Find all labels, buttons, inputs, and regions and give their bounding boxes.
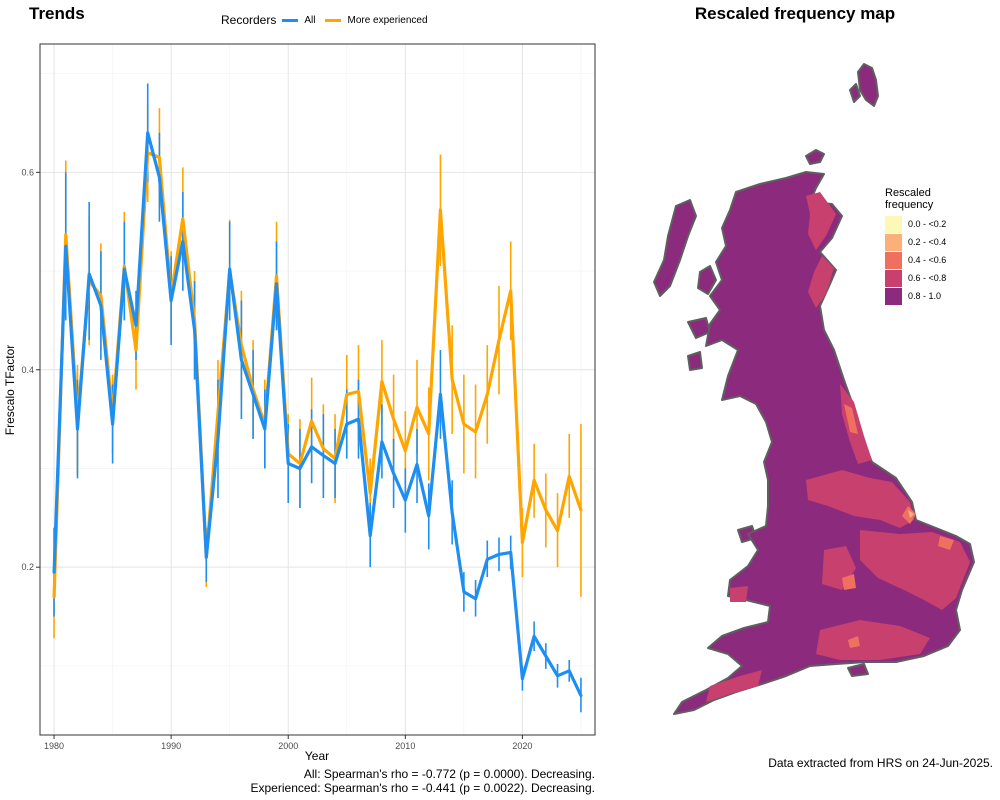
y-axis-label: Frescalo TFactor <box>3 345 17 435</box>
stats-experienced: Experienced: Spearman's rho = -0.441 (p … <box>250 781 596 795</box>
map-region-southwest <box>706 670 762 702</box>
legend-bin-label-4: 0.8 - 1.0 <box>908 291 942 301</box>
axis-ticks: 1980 1990 2000 2010 2020 0.2 0.4 0.6 <box>21 167 532 751</box>
legend-bin-label-0: 0.0 - <0.2 <box>908 219 947 229</box>
legend-label-experienced: More experienced <box>347 14 428 26</box>
legend-swatch-4 <box>885 287 902 305</box>
legend-swatch-2 <box>885 251 902 269</box>
trends-chart: 1980 1990 2000 2010 2020 0.2 0.4 0.6 Year Fresc… <box>3 43 596 763</box>
x-tick-label: 1990 <box>161 741 181 751</box>
y-tick-label: 0.2 <box>21 562 34 572</box>
map-region-spot-1 <box>842 574 856 590</box>
map-region-spot-3 <box>848 636 860 648</box>
map-skye <box>697 265 717 295</box>
legend-bin-4: 0.8 - 1.0 <box>885 287 975 305</box>
map-outer-hebrides <box>653 199 697 297</box>
legend-bin-label-3: 0.6 - <0.8 <box>908 273 947 283</box>
stats-all: All: Spearman's rho = -0.772 (p = 0.0000… <box>303 767 595 781</box>
series-lines <box>52 131 583 698</box>
map-region-norfolk-edge <box>938 536 954 550</box>
legend-title: Rescaled frequency <box>885 187 975 211</box>
map-region-east-england <box>860 530 970 610</box>
map-region-east-coast <box>840 384 872 464</box>
recorders-legend: Recorders All More experienced <box>221 12 438 28</box>
map-orkney <box>805 149 825 165</box>
plot-panel <box>40 44 595 735</box>
legend-bin-3: 0.6 - <0.8 <box>885 269 975 287</box>
map-region-south-england <box>816 620 930 660</box>
legend-bin-2: 0.4 - <0.6 <box>885 251 975 269</box>
legend-bin-label-1: 0.2 - <0.4 <box>908 237 947 247</box>
x-tick-label: 2020 <box>512 741 532 751</box>
legend-swatch-all <box>282 18 299 22</box>
map-shetland <box>857 63 879 107</box>
uk-frequency-map <box>653 63 975 715</box>
x-axis-label: Year <box>305 749 329 763</box>
trends-chart-title: Trends <box>29 4 85 23</box>
y-tick-label: 0.4 <box>21 365 34 375</box>
map-isle-of-wight <box>847 663 869 677</box>
map-region-wales-coast <box>730 586 748 602</box>
legend-item-all: All <box>282 15 315 26</box>
rescaled-frequency-legend: Rescaled frequency 0.0 - <0.2 0.2 - <0.4… <box>885 187 975 305</box>
map-region-coast-light <box>844 404 858 434</box>
map-shetland-south <box>849 83 861 103</box>
x-tick-label: 2010 <box>395 741 415 751</box>
legend-bin-0: 0.0 - <0.2 <box>885 215 975 233</box>
data-credit: Data extracted from HRS on 24-Jun-2025. <box>768 756 993 770</box>
y-tick-label: 0.6 <box>21 167 34 177</box>
legend-swatch-0 <box>885 215 902 233</box>
legend-swatch-3 <box>885 269 902 287</box>
x-tick-label: 2000 <box>278 741 298 751</box>
spearman-stats: All: Spearman's rho = -0.772 (p = 0.0000… <box>150 767 596 795</box>
legend-bin-1: 0.2 - <0.4 <box>885 233 975 251</box>
legend-label-all: All <box>304 14 316 26</box>
map-region-east-scotland <box>806 192 836 250</box>
map-islay <box>687 351 703 371</box>
map-region-humber <box>902 506 916 524</box>
map-mull <box>687 317 711 339</box>
legend-title-line-1: Rescaled <box>885 187 931 199</box>
recorders-legend-title: Recorders <box>221 13 277 27</box>
series-line-all <box>52 131 583 698</box>
map-region-aberdeenshire <box>808 256 834 308</box>
map-region-spot-2 <box>908 510 914 518</box>
map-region-north-england <box>806 470 914 528</box>
legend-swatch-experienced <box>325 18 342 22</box>
map-title: Rescaled frequency map <box>694 4 896 23</box>
legend-swatch-1 <box>885 233 902 251</box>
x-tick-label: 1980 <box>44 741 64 751</box>
plot-border <box>39 43 596 736</box>
legend-item-experienced: More experienced <box>325 14 428 26</box>
legend-bin-label-2: 0.4 - <0.6 <box>908 255 947 265</box>
legend-title-line-2: frequency <box>885 199 934 211</box>
